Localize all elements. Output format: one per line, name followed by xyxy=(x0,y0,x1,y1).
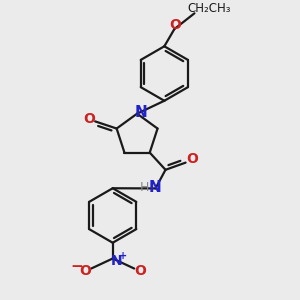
Text: N: N xyxy=(148,179,161,194)
Text: N: N xyxy=(110,254,122,268)
Text: O: O xyxy=(186,152,198,166)
Text: O: O xyxy=(83,112,95,125)
Text: N: N xyxy=(135,105,148,120)
Text: O: O xyxy=(169,18,181,32)
Text: O: O xyxy=(79,264,91,278)
Text: H: H xyxy=(140,181,149,194)
Text: −: − xyxy=(70,259,83,274)
Text: +: + xyxy=(119,250,127,261)
Text: CH₂CH₃: CH₂CH₃ xyxy=(187,2,230,16)
Text: O: O xyxy=(135,264,146,278)
